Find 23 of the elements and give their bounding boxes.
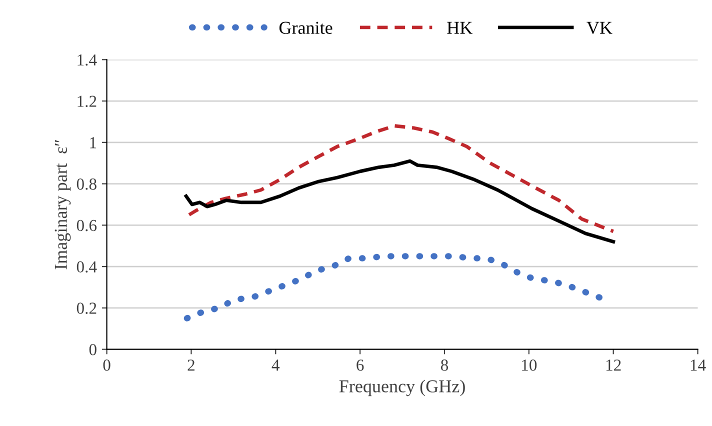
y-tick-label: 0 (89, 344, 96, 356)
x-tick-label: 4 (272, 360, 280, 371)
y-axis-title: Imaginary part ε″ (54, 140, 71, 270)
y-tick-label: 0.6 (76, 220, 97, 232)
x-tick-label: 8 (440, 360, 448, 371)
x-tick-label: 0 (103, 360, 110, 371)
x-tick-label: 12 (606, 360, 621, 371)
y-tick-label: 1 (90, 137, 96, 148)
x-axis-title: Frequency (GHz) (339, 380, 465, 396)
x-tick-label: 10 (522, 360, 537, 371)
y-tick-label: 0.8 (76, 178, 96, 190)
x-tick-label: 6 (356, 360, 364, 371)
y-tick-label: 1.4 (78, 54, 97, 66)
x-tick-label: 2 (188, 360, 194, 371)
y-tick-label: 1.2 (78, 96, 96, 108)
y-tick-label: 0.4 (76, 261, 97, 273)
y-tick-label: 0.2 (76, 302, 96, 314)
x-tick-label: 14 (690, 360, 706, 371)
legend-label: Granite (279, 22, 332, 34)
line-series (184, 159, 616, 244)
legend-label: VK (586, 22, 612, 34)
line-series (187, 124, 616, 234)
legend-label: HK (447, 22, 472, 34)
